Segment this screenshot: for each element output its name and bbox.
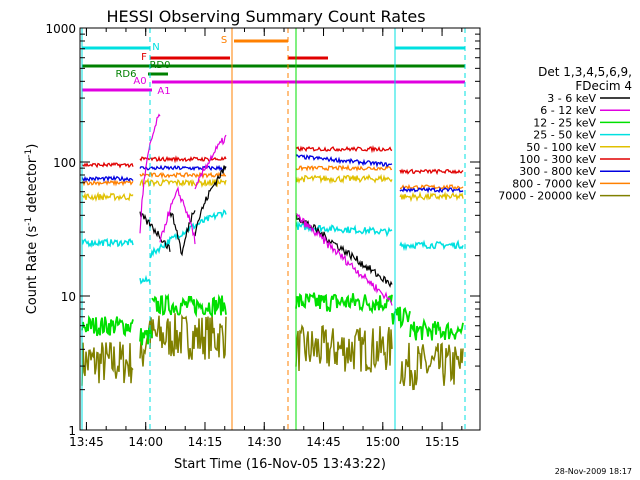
series-0-trace: [139, 211, 171, 252]
x-tick-label: 13:45: [69, 435, 104, 449]
series-7-trace: [139, 171, 227, 180]
series-8-trace: [399, 342, 464, 391]
event-markers: [81, 28, 466, 430]
series-1-trace: [194, 134, 227, 190]
series-7-trace: [295, 164, 393, 172]
series-2-trace: [151, 293, 227, 318]
flag-label: N: [152, 42, 159, 53]
series-8-trace: [295, 323, 393, 373]
y-axis-ticks: 1 10 100 1000: [45, 22, 480, 438]
series-1-trace: [139, 113, 161, 234]
y-tick-label: 100: [53, 156, 76, 170]
timestamp: 28-Nov-2009 18:17: [555, 467, 632, 476]
series-4-trace: [139, 177, 227, 189]
flag-label: S: [221, 35, 227, 46]
legend-header-line1: Det 1,3,4,5,6,9,: [538, 65, 632, 79]
legend-label: 3 - 6 keV: [547, 92, 596, 105]
series-0-trace: [169, 210, 196, 257]
x-tick-label: 14:45: [306, 435, 341, 449]
legend-label: 6 - 12 keV: [540, 104, 596, 117]
series-2-trace: [81, 314, 134, 338]
series-6-trace: [399, 185, 464, 194]
series-2-trace: [295, 292, 393, 315]
series-4-trace: [295, 173, 393, 185]
flag-label: A1: [157, 86, 170, 97]
flag-label: RD6: [115, 69, 136, 80]
y-tick-label: 1000: [45, 22, 76, 36]
legend-label: 25 - 50 keV: [533, 129, 596, 142]
chart-title: HESSI Observing Summary Count Rates: [106, 7, 425, 26]
flag-label: F: [141, 52, 147, 63]
legend-header-line2: FDecim 4: [575, 79, 632, 93]
legend-label: 100 - 300 keV: [519, 153, 596, 166]
series-8-trace: [81, 341, 134, 386]
series-1-trace: [159, 186, 196, 245]
y-tick-label: 10: [61, 290, 76, 304]
x-tick-label: 14:00: [128, 435, 163, 449]
x-tick-label: 14:15: [188, 435, 223, 449]
series-6-trace: [81, 174, 134, 183]
legend-label: 800 - 7000 keV: [512, 177, 596, 190]
series-5-trace: [295, 144, 393, 154]
series-6-trace: [295, 154, 393, 168]
series-7-trace: [400, 183, 464, 191]
flag-label: A0: [133, 76, 146, 87]
data-series: [81, 113, 464, 391]
series-8-trace: [149, 313, 227, 360]
x-axis-ticks: 13:45 14:00 14:15 14:30 14:45 15:00 15:15: [69, 28, 463, 449]
x-tick-label: 15:15: [425, 435, 460, 449]
series-5-trace: [81, 161, 134, 169]
series-3-trace: [81, 237, 134, 248]
x-tick-label: 15:00: [365, 435, 400, 449]
series-1-trace: [295, 213, 393, 306]
legend-label: 7000 - 20000 keV: [498, 190, 596, 203]
series-6-trace: [139, 164, 227, 172]
legend-label: 12 - 25 keV: [533, 116, 596, 129]
series-3-trace: [399, 239, 464, 252]
y-axis-label: Count Rate (s-1 detector-1): [24, 144, 40, 315]
plot-frame: [79, 27, 481, 431]
series-5-trace: [399, 168, 464, 176]
series-0-trace: [194, 165, 227, 237]
flag-label: RD0: [149, 60, 170, 71]
series-2-trace: [409, 317, 464, 341]
series-7-trace: [81, 178, 134, 187]
series-4-trace: [81, 191, 134, 202]
x-axis-label: Start Time (16-Nov-05 13:43:22): [174, 457, 386, 472]
x-tick-label: 14:30: [247, 435, 282, 449]
y-tick-label: 1: [68, 424, 76, 438]
legend-label: 50 - 100 keV: [526, 141, 596, 154]
series-3-trace: [139, 274, 151, 285]
legend-label: 300 - 800 keV: [519, 165, 596, 178]
series-5-trace: [139, 155, 227, 164]
series-0-trace: [295, 213, 393, 288]
series-4-trace: [399, 191, 464, 203]
